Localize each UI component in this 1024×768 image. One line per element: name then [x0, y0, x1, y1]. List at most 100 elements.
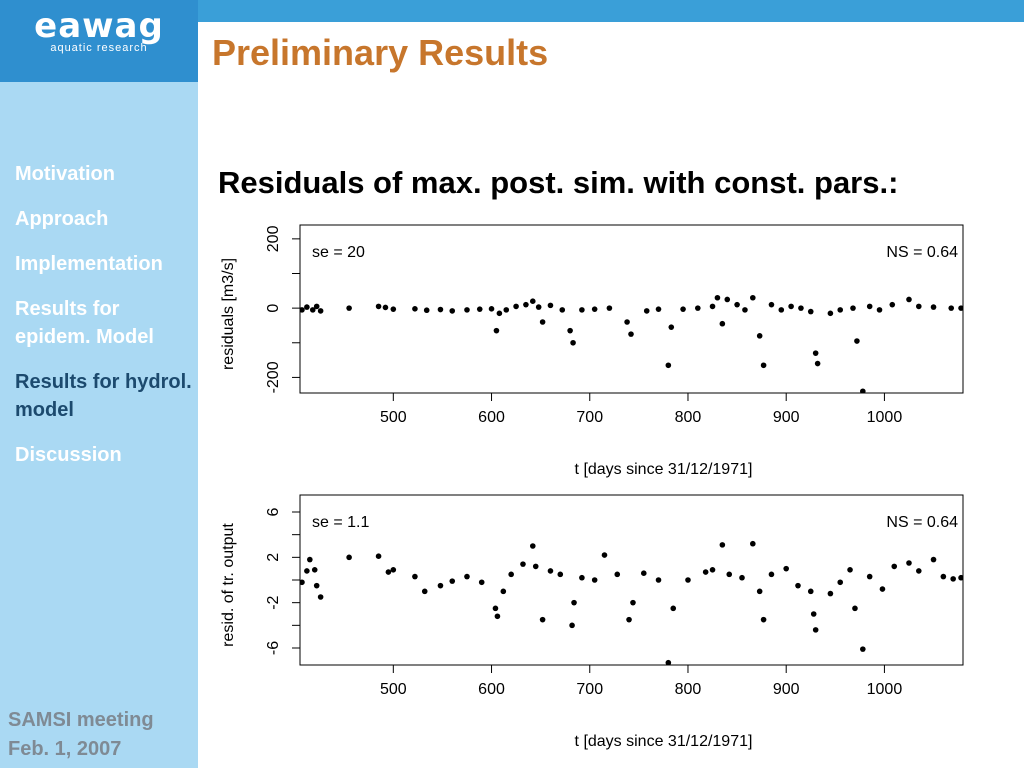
y-tick-label: -2: [265, 595, 282, 609]
data-point: [423, 307, 430, 314]
data-point: [421, 588, 428, 595]
data-point: [685, 577, 691, 583]
logo: eawag aquatic research: [0, 0, 198, 82]
data-point: [307, 556, 313, 563]
data-point: [810, 611, 817, 617]
plot-frame: [299, 224, 964, 394]
data-point: [783, 565, 789, 572]
data-point: [488, 306, 495, 312]
data-points: [300, 294, 963, 393]
y-tick-label: 6: [265, 507, 282, 516]
data-point: [464, 573, 470, 580]
plot-frame: [299, 494, 964, 666]
data-point: [756, 588, 763, 595]
data-point: [906, 296, 912, 303]
data-point: [709, 567, 716, 573]
y-axis-label: residuals [m3/s]: [220, 258, 237, 370]
data-point: [449, 578, 456, 584]
x-tick-label: 600: [478, 681, 505, 698]
data-point: [827, 590, 834, 597]
data-point: [750, 294, 756, 301]
data-point: [601, 552, 608, 558]
x-tick-label: 600: [478, 409, 505, 426]
x-tick-label: 700: [576, 409, 603, 426]
y-tick-label: 2: [265, 553, 282, 562]
data-point: [375, 553, 382, 559]
data-point: [390, 306, 397, 312]
slide-subtitle: Residuals of max. post. sim. with const.…: [218, 165, 899, 200]
data-point: [950, 576, 956, 582]
data-point: [719, 542, 726, 548]
data-point: [628, 331, 634, 337]
data-point: [879, 586, 886, 592]
sidebar-item-discussion[interactable]: Discussion: [15, 444, 122, 466]
y-tick-label: 0: [265, 304, 282, 313]
data-point: [739, 574, 745, 581]
data-point: [948, 305, 955, 311]
data-point: [508, 571, 514, 578]
data-point: [304, 304, 310, 310]
data-point: [866, 573, 873, 580]
data-point: [385, 569, 392, 575]
sidebar-item-motivation[interactable]: Motivation: [15, 163, 115, 185]
data-point: [412, 306, 418, 312]
data-point: [476, 306, 483, 312]
data-point: [557, 571, 564, 578]
se-annotation: se = 1.1: [312, 514, 369, 531]
sidebar-item-results-epidem[interactable]: Results for epidem. Model: [15, 298, 154, 348]
data-point: [680, 306, 686, 312]
sidebar: Motivation Approach Implementation Resul…: [0, 82, 198, 768]
data-point: [847, 567, 853, 573]
logo-tagline: aquatic research: [50, 42, 148, 54]
sidebar-item-implementation[interactable]: Implementation: [15, 253, 163, 275]
sidebar-item-approach[interactable]: Approach: [15, 208, 109, 230]
y-axis-label: resid. of tr. output: [220, 523, 237, 647]
x-tick-label: 1000: [867, 409, 903, 426]
data-point: [640, 570, 647, 576]
data-point: [668, 324, 675, 330]
y-tick-label: 200: [265, 225, 282, 252]
data-point: [760, 362, 767, 369]
data-point: [760, 616, 767, 623]
data-point: [695, 305, 701, 311]
data-point: [812, 350, 819, 356]
data-point: [493, 327, 500, 334]
data-point: [734, 301, 740, 308]
data-point: [860, 388, 866, 393]
data-point: [906, 560, 912, 566]
x-tick-label: 500: [380, 681, 407, 698]
data-point: [569, 622, 575, 629]
data-point: [626, 616, 632, 623]
x-tick-label: 800: [675, 409, 702, 426]
data-point: [591, 577, 598, 583]
data-point: [513, 303, 519, 310]
data-point: [958, 574, 963, 581]
data-point: [449, 308, 456, 314]
se-annotation: se = 20: [312, 244, 365, 261]
data-point: [529, 543, 536, 549]
data-point: [940, 573, 947, 580]
data-point: [719, 320, 726, 327]
data-point: [812, 627, 819, 633]
x-tick-label: 700: [576, 681, 603, 698]
footer-meeting-info: SAMSI meeting Feb. 1, 2007: [8, 709, 154, 760]
data-point: [665, 659, 672, 665]
data-point: [346, 554, 352, 561]
data-point: [665, 362, 672, 369]
data-point: [614, 571, 621, 578]
data-point: [866, 303, 873, 310]
data-point: [750, 540, 756, 547]
data-point: [300, 579, 305, 586]
data-point: [547, 568, 554, 574]
data-point: [795, 582, 801, 589]
data-point: [570, 339, 576, 346]
data-point: [930, 304, 937, 310]
data-point: [520, 561, 526, 567]
data-point: [532, 563, 539, 570]
ns-annotation: NS = 0.64: [886, 244, 958, 261]
data-point: [643, 308, 650, 314]
x-axis-label: t [days since 31/12/1971]: [575, 733, 753, 750]
data-point: [567, 327, 573, 334]
sidebar-item-results-hydrol[interactable]: Results for hydrol. model: [15, 371, 192, 421]
data-point: [313, 582, 320, 589]
